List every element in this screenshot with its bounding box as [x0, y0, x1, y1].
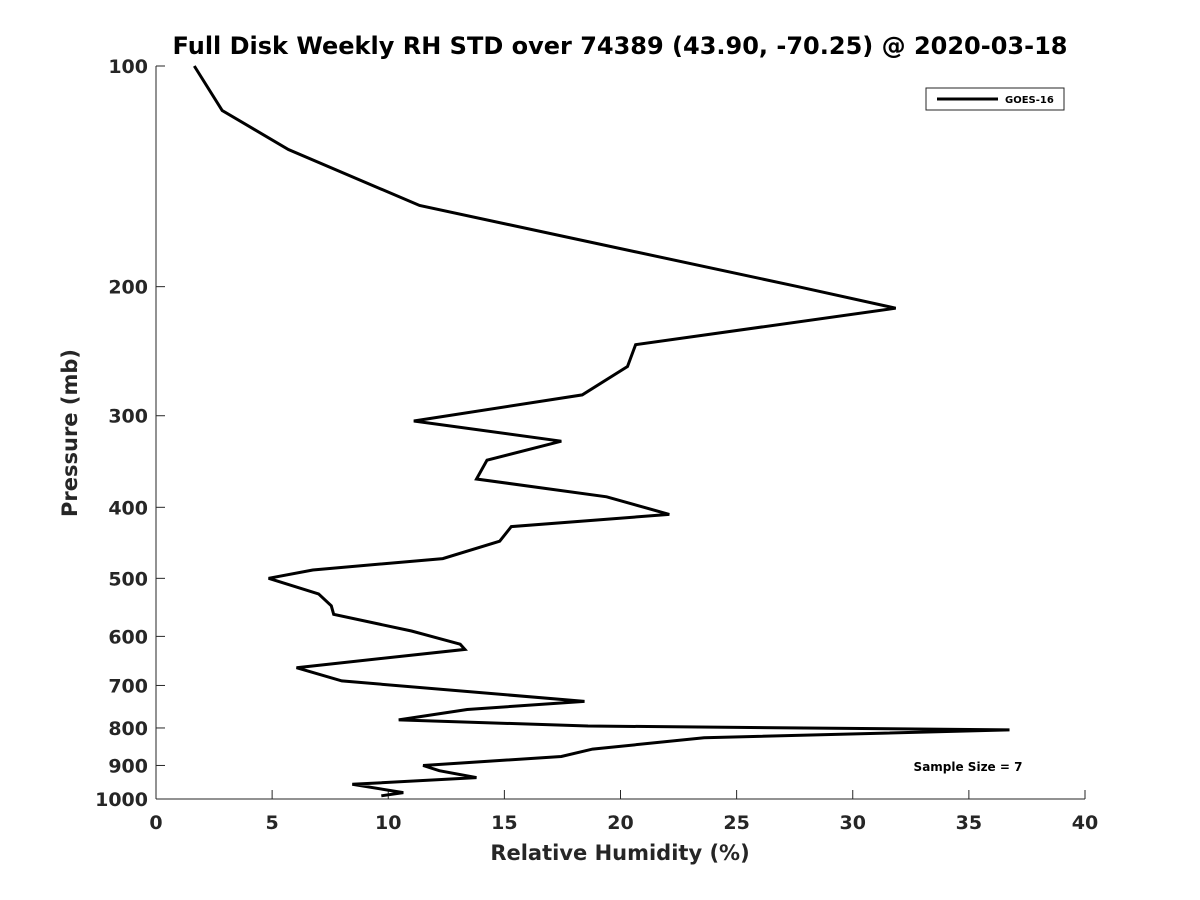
y-tick-label: 800	[108, 718, 148, 740]
x-tick-label: 35	[956, 812, 982, 834]
x-tick-label: 5	[266, 812, 279, 834]
x-tick-label: 0	[149, 812, 162, 834]
y-tick-label: 1000	[95, 789, 148, 811]
y-axis-ticks: 100 200 300 400 500 600 700 800 900 1000	[95, 56, 165, 811]
x-tick-label: 30	[840, 812, 866, 834]
x-axis-ticks: 0 5 10 15 20 25 30 35 40	[149, 790, 1098, 834]
y-tick-label: 400	[108, 497, 148, 519]
y-tick-label: 900	[108, 755, 148, 777]
x-tick-label: 25	[723, 812, 749, 834]
x-axis-label: Relative Humidity (%)	[490, 841, 749, 865]
x-tick-label: 40	[1072, 812, 1098, 834]
y-tick-label: 600	[108, 626, 148, 648]
y-tick-label: 500	[108, 568, 148, 590]
y-tick-label: 200	[108, 277, 148, 299]
legend-label-goes-16: GOES-16	[1005, 95, 1054, 106]
x-tick-label: 15	[491, 812, 517, 834]
y-axis-label: Pressure (mb)	[58, 349, 82, 517]
x-tick-label: 20	[607, 812, 633, 834]
y-tick-label: 700	[108, 675, 148, 697]
series-layer	[193, 65, 1010, 798]
y-tick-label: 100	[108, 56, 148, 78]
legend: GOES-16	[925, 87, 1065, 111]
series-line-goes-16	[193, 65, 1010, 798]
sample-size-annotation: Sample Size = 7	[914, 760, 1023, 774]
y-tick-label: 300	[108, 406, 148, 428]
chart-title: Full Disk Weekly RH STD over 74389 (43.9…	[173, 32, 1068, 60]
x-tick-label: 10	[375, 812, 401, 834]
